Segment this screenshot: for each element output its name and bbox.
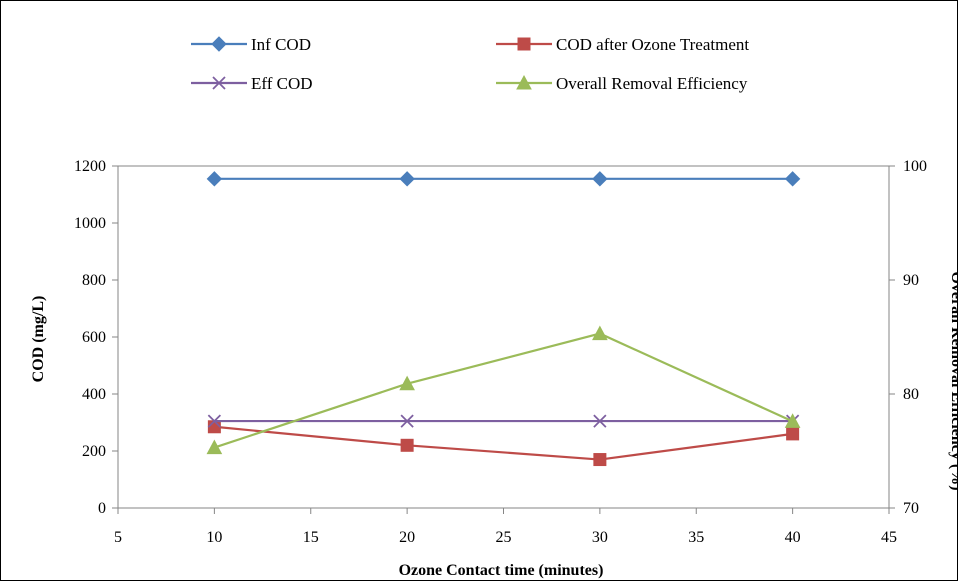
y-tick-label: 600 xyxy=(82,329,106,346)
x-tick-label: 25 xyxy=(496,529,512,546)
series-overall-removal-efficiency xyxy=(206,325,801,455)
x-tick-label: 30 xyxy=(592,529,608,546)
data-point xyxy=(593,453,607,467)
data-point xyxy=(399,375,415,391)
plot-border xyxy=(117,165,890,509)
legend-item: Inf COD xyxy=(191,35,311,54)
data-point xyxy=(399,171,415,187)
data-point xyxy=(784,413,801,428)
marker-stroke xyxy=(212,76,226,90)
x-axis-title: Ozone Contact time (minutes) xyxy=(399,562,604,579)
y-axis-right: 70 80 90 100 xyxy=(889,158,927,517)
x-tick-label: 15 xyxy=(303,529,319,546)
y-axis-title: COD (mg/L) xyxy=(30,296,47,383)
x-tick-label: 20 xyxy=(399,529,415,546)
x-tick-label: 10 xyxy=(206,529,222,546)
legend-marker xyxy=(212,76,226,90)
data-point xyxy=(592,325,608,341)
y2-tick-label: 70 xyxy=(903,500,919,517)
y-axis-left: 0 200 400 600 800 1000 1200 xyxy=(74,158,118,517)
y2-tick-label: 90 xyxy=(903,272,919,289)
legend-marker xyxy=(516,74,532,90)
series-line xyxy=(214,425,793,461)
y2-tick-label: 80 xyxy=(903,386,919,403)
data-point xyxy=(400,414,414,428)
y-tick-label: 1000 xyxy=(74,215,106,232)
x-tick-label: 5 xyxy=(114,529,122,546)
marker-stroke xyxy=(593,414,607,428)
y-tick-label: 0 xyxy=(98,500,106,517)
legend-item: COD after Ozone Treatment xyxy=(496,35,749,54)
y-tick-label: 800 xyxy=(82,272,106,289)
legend-marker xyxy=(517,37,531,51)
data-point xyxy=(207,414,222,428)
x-axis: 5 10 15 20 25 30 35 40 45 xyxy=(114,508,897,546)
legend-item: Overall Removal Efficiency xyxy=(496,74,748,93)
data-point xyxy=(400,438,414,452)
legend-label: Inf COD xyxy=(251,35,311,54)
series-layer xyxy=(206,171,801,467)
marker-stroke xyxy=(400,414,414,428)
legend-label: COD after Ozone Treatment xyxy=(556,35,749,54)
plot-area xyxy=(117,165,890,509)
data-point xyxy=(784,171,801,187)
legend-label: Overall Removal Efficiency xyxy=(556,74,748,93)
series-line xyxy=(214,332,794,449)
marker-stroke xyxy=(207,414,222,428)
x-tick-label: 45 xyxy=(881,529,897,546)
y-tick-label: 400 xyxy=(82,386,106,403)
legend-marker xyxy=(211,36,227,52)
y2-tick-label: 100 xyxy=(903,158,927,175)
series-cod-after-ozone-treatment xyxy=(207,420,800,467)
data-point xyxy=(206,171,223,187)
x-tick-label: 40 xyxy=(785,529,801,546)
data-point xyxy=(207,420,221,434)
y-tick-label: 200 xyxy=(82,443,106,460)
y-tick-label: 1200 xyxy=(74,158,106,175)
data-point xyxy=(786,427,800,441)
data-point xyxy=(592,171,608,187)
y2-axis-title: Overall Removal Efficiency (%) xyxy=(948,271,958,490)
data-point xyxy=(593,414,607,428)
series-inf-cod xyxy=(206,171,801,187)
x-tick-label: 35 xyxy=(688,529,704,546)
legend-label: Eff COD xyxy=(251,74,313,93)
legend: Inf COD COD after Ozone Treatment Eff COD O… xyxy=(191,35,749,93)
legend-item: Eff COD xyxy=(191,74,313,93)
data-point xyxy=(206,439,223,455)
